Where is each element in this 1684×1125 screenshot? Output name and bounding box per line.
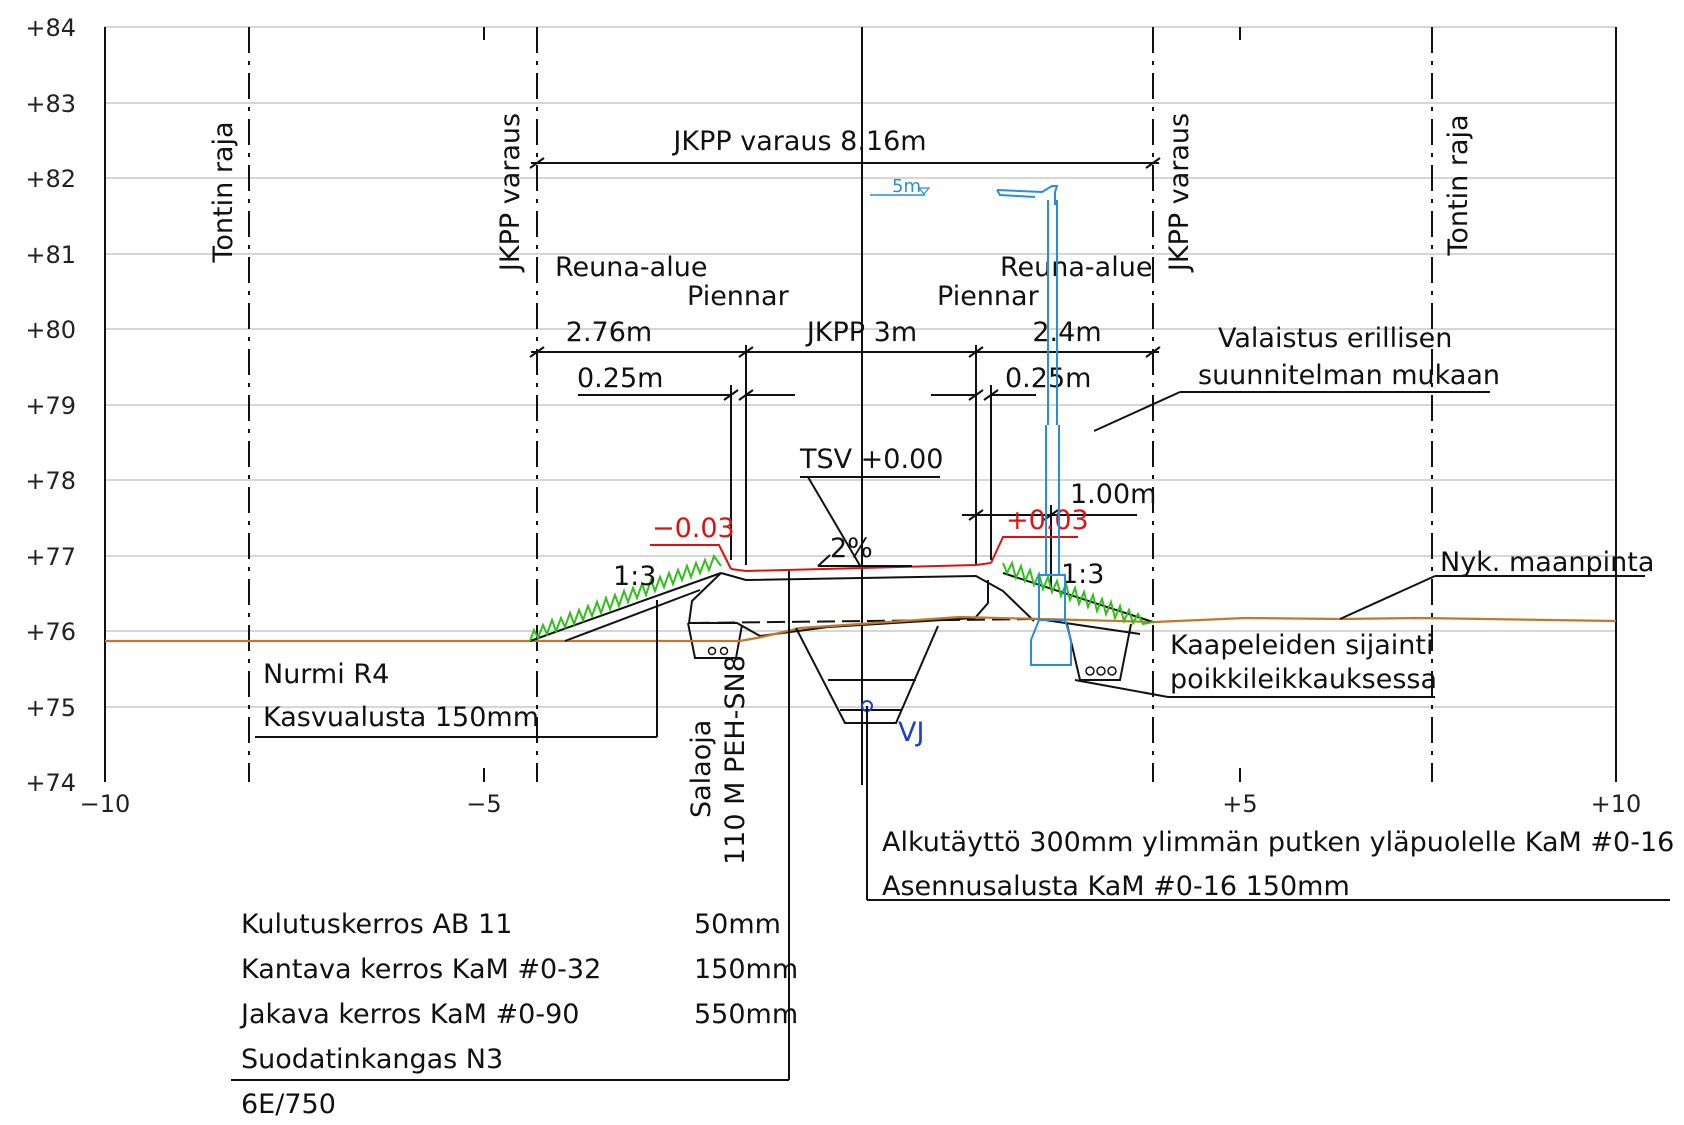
y-tick-label: +81	[25, 241, 76, 269]
x-axis-labels: −10 −5 +5 +10	[80, 790, 1642, 818]
pavement-structure	[687, 572, 1041, 659]
layer-table: Kulutuskerros AB 11 50mm Kantava kerros …	[231, 571, 798, 1120]
tontin-raja-label-left: Tontin raja	[208, 121, 239, 263]
cable-trench	[1066, 623, 1132, 681]
right-width-label: 2.4m	[1032, 317, 1101, 348]
tontin-raja-label-right: Tontin raja	[1443, 114, 1474, 256]
elevation-grid	[104, 26, 1616, 708]
layer-thickness: 550mm	[694, 999, 798, 1030]
slope-left-label: 1:3	[613, 561, 656, 592]
salaoja-label-1: Salaoja	[686, 720, 717, 818]
y-tick-label: +84	[25, 14, 76, 42]
reuna-alue-right-label: Reuna-alue	[1000, 252, 1152, 283]
kaapelit-label-1: Kaapeleiden sijainti	[1170, 630, 1433, 661]
y-tick-label: +75	[25, 694, 76, 722]
y-tick-label: +78	[25, 467, 76, 495]
center-width-label: JKPP 3m	[805, 317, 917, 348]
jkpp-varaus-label-left: JKPP varaus	[495, 113, 526, 273]
layer-name: Suodatinkangas N3	[241, 1044, 503, 1075]
jkpp-varaus-dimension: JKPP varaus 8.16m	[529, 126, 1161, 169]
layer-thickness: 50mm	[694, 909, 781, 940]
slope-right-label: 1:3	[1061, 559, 1104, 590]
finished-surface: −0.03 +0.03	[650, 505, 1089, 573]
light-offset-dimension: 1.00m	[962, 479, 1156, 590]
valaistus-label-2: suunnitelman mukaan	[1198, 360, 1500, 391]
jkpp-varaus-total-label: JKPP varaus 8.16m	[671, 126, 926, 157]
piennar-left-label: Piennar	[687, 281, 790, 312]
layer-name: Kantava kerros KaM #0-32	[241, 954, 601, 985]
grass-right	[1002, 560, 1154, 626]
nyk-maanpinta-label: Nyk. maanpinta	[1440, 547, 1654, 578]
y-tick-label: +74	[25, 769, 76, 797]
jkpp-varaus-label-right: JKPP varaus	[1164, 113, 1195, 273]
piennar-right-label: Piennar	[937, 281, 1040, 312]
y-tick-label: +82	[25, 165, 76, 193]
light-offset-label: 1.00m	[1070, 479, 1156, 510]
kaapelit-label-2: poikkileikkauksessa	[1170, 664, 1437, 695]
y-tick-label: +77	[25, 543, 76, 571]
grass-left	[529, 553, 722, 642]
x-tick-label: −10	[80, 790, 131, 818]
nurmi-label: Nurmi R4	[263, 659, 389, 690]
right-edge-level: +0.03	[1006, 505, 1089, 536]
x-tick-label: +5	[1222, 790, 1257, 818]
left-edge-level: −0.03	[652, 513, 735, 544]
x-tick-label: −5	[466, 790, 501, 818]
x-tick-label: +10	[1591, 790, 1642, 818]
y-tick-label: +76	[25, 618, 76, 646]
section-width-dimensions: 2.76m JKPP 3m 2.4m	[529, 317, 1161, 565]
vj-label: VJ	[898, 717, 924, 748]
left-shoulder-label: 0.25m	[577, 363, 663, 394]
reuna-alue-left-label: Reuna-alue	[555, 252, 707, 283]
y-axis-labels: +84 +83 +82 +81 +80 +79 +78 +77 +76 +75 …	[25, 14, 76, 797]
alkutaytto-label: Alkutäyttö 300mm ylimmän putken yläpuole…	[882, 827, 1674, 858]
y-tick-label: +80	[25, 316, 76, 344]
asennusalusta-label: Asennusalusta KaM #0-16 150mm	[882, 871, 1350, 902]
y-tick-label: +83	[25, 90, 76, 118]
kasvualusta-label: Kasvualusta 150mm	[263, 702, 539, 733]
left-width-label: 2.76m	[566, 317, 652, 348]
left-shoulder-dimension: 0.25m	[577, 363, 795, 560]
ditch: VJ	[795, 625, 939, 748]
layer-name: Kulutuskerros AB 11	[241, 909, 512, 940]
crossfall-label: 2%	[830, 533, 873, 564]
layer-thickness: 150mm	[694, 954, 798, 985]
layer-name: Jakava kerros KaM #0-90	[239, 999, 579, 1030]
layer-code: 6E/750	[241, 1089, 336, 1120]
valaistus-label-1: Valaistus erillisen	[1218, 323, 1452, 354]
light-height-label: 5m	[892, 176, 921, 197]
tsv-label: TSV +0.00	[799, 444, 943, 475]
salaoja-label-2: 110 M PEH-SN8	[720, 655, 751, 865]
y-tick-label: +79	[25, 392, 76, 420]
lighting-pole-icon: 5m	[870, 176, 1072, 666]
